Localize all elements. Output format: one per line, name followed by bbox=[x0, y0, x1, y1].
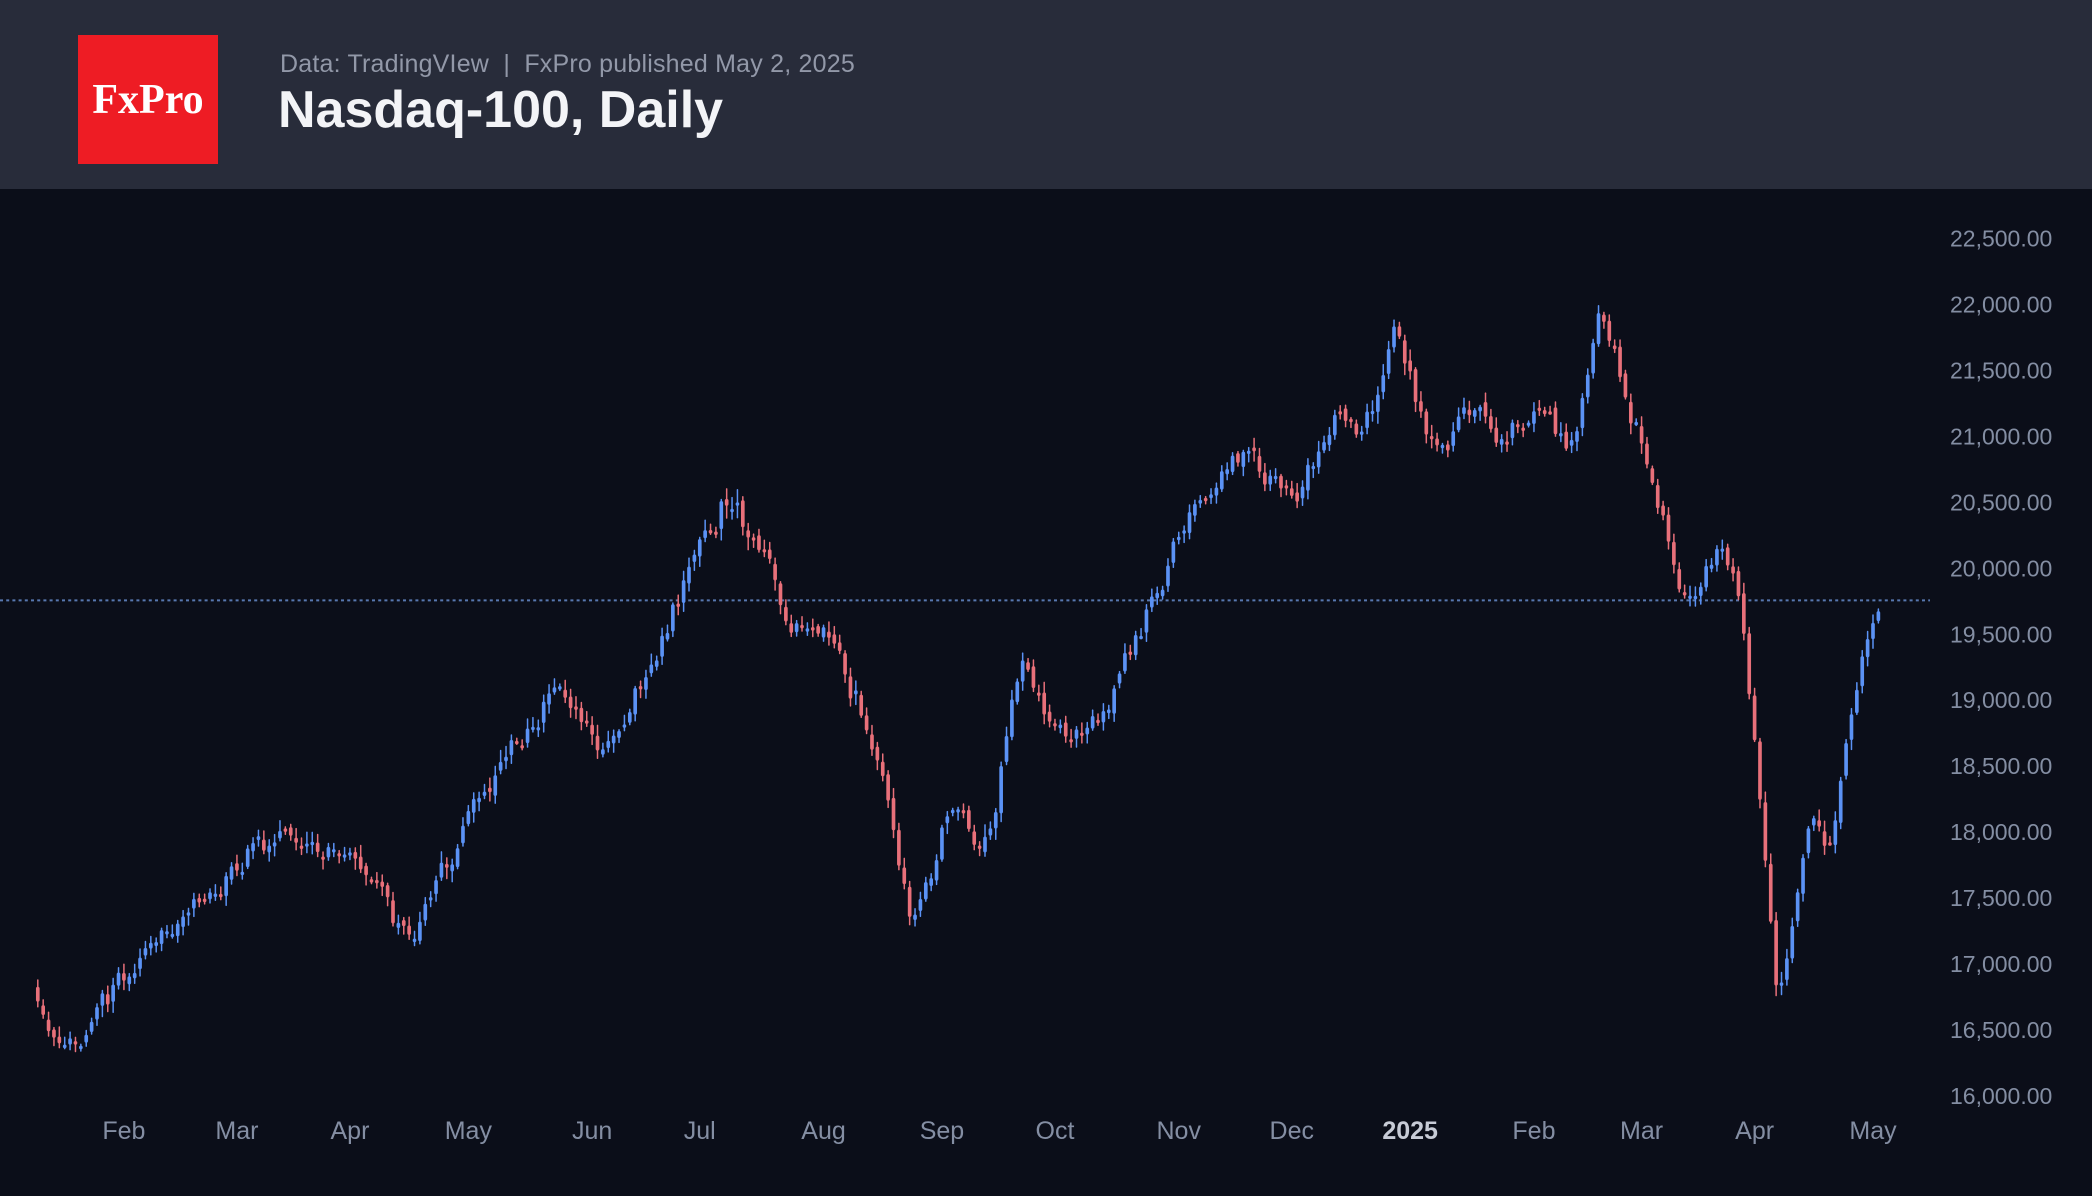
svg-text:20,500.00: 20,500.00 bbox=[1950, 489, 2052, 515]
svg-text:16,500.00: 16,500.00 bbox=[1950, 1017, 2052, 1043]
svg-text:Apr: Apr bbox=[330, 1117, 369, 1145]
svg-text:Nov: Nov bbox=[1157, 1117, 1202, 1145]
svg-text:17,500.00: 17,500.00 bbox=[1950, 885, 2052, 911]
svg-text:22,000.00: 22,000.00 bbox=[1950, 292, 2052, 318]
svg-text:18,000.00: 18,000.00 bbox=[1950, 819, 2052, 845]
svg-text:21,000.00: 21,000.00 bbox=[1950, 423, 2052, 449]
svg-text:Feb: Feb bbox=[102, 1117, 145, 1145]
svg-text:20,000.00: 20,000.00 bbox=[1950, 555, 2052, 581]
svg-text:21,500.00: 21,500.00 bbox=[1950, 358, 2052, 384]
svg-text:Mar: Mar bbox=[215, 1117, 258, 1145]
svg-text:18,500.00: 18,500.00 bbox=[1950, 753, 2052, 779]
svg-text:Jul: Jul bbox=[684, 1117, 716, 1145]
svg-text:Apr: Apr bbox=[1735, 1117, 1774, 1145]
svg-text:Dec: Dec bbox=[1270, 1117, 1314, 1145]
svg-text:May: May bbox=[445, 1117, 493, 1145]
svg-text:Jun: Jun bbox=[572, 1117, 612, 1145]
svg-text:19,000.00: 19,000.00 bbox=[1950, 687, 2052, 713]
svg-text:May: May bbox=[1849, 1117, 1897, 1145]
svg-text:19,500.00: 19,500.00 bbox=[1950, 621, 2052, 647]
svg-text:Oct: Oct bbox=[1036, 1117, 1075, 1145]
svg-text:2025: 2025 bbox=[1382, 1117, 1438, 1145]
svg-text:Aug: Aug bbox=[801, 1117, 845, 1145]
svg-text:17,000.00: 17,000.00 bbox=[1950, 951, 2052, 977]
svg-text:16,000.00: 16,000.00 bbox=[1950, 1083, 2052, 1109]
svg-text:Sep: Sep bbox=[920, 1117, 964, 1145]
svg-text:Mar: Mar bbox=[1620, 1117, 1663, 1145]
svg-text:Feb: Feb bbox=[1512, 1117, 1555, 1145]
svg-text:22,500.00: 22,500.00 bbox=[1950, 226, 2052, 252]
